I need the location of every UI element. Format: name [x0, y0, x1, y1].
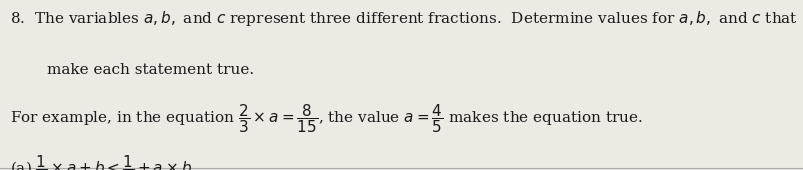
- Text: 8.  The variables $a, b,$ and $c$ represent three different fractions.  Determin: 8. The variables $a, b,$ and $c$ represe…: [10, 8, 797, 28]
- Text: make each statement true.: make each statement true.: [47, 63, 254, 77]
- Text: (a) $\dfrac{1}{3} \times a + b < \dfrac{1}{3} + a \times b$: (a) $\dfrac{1}{3} \times a + b < \dfrac{…: [10, 153, 191, 170]
- Text: For example, in the equation $\dfrac{2}{3} \times a = \dfrac{8}{15}$, the value : For example, in the equation $\dfrac{2}{…: [10, 102, 642, 135]
